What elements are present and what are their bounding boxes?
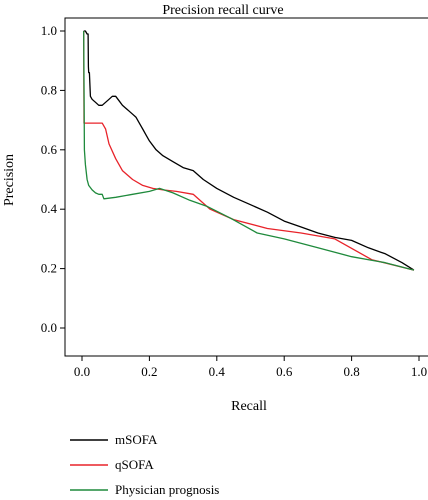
y-tick-label: 0.2 — [41, 261, 57, 276]
x-axis-title: Recall — [231, 399, 267, 414]
x-tick-label: 0.6 — [276, 364, 293, 379]
plot-frame — [64, 17, 428, 357]
y-tick-label: 0.0 — [41, 320, 57, 335]
y-tick-label: 0.6 — [41, 142, 58, 157]
x-tick-label: 0.2 — [141, 364, 157, 379]
y-tick-label: 0.4 — [41, 201, 58, 216]
legend-label: qSOFA — [115, 457, 154, 472]
legend-label: Physician prognosis — [115, 482, 219, 497]
x-tick-label: 0.8 — [343, 364, 359, 379]
legend-label: mSOFA — [115, 432, 158, 447]
series-group — [83, 30, 415, 271]
x-tick-label: 0.0 — [74, 364, 90, 379]
y-tick-label: 1.0 — [41, 23, 57, 38]
legend: mSOFA qSOFA Physician prognosis — [70, 432, 219, 497]
chart-title: Precision recall curve — [162, 3, 283, 18]
x-axis: 0.0 0.2 0.4 0.6 0.8 1.0 — [74, 356, 427, 379]
y-axis: 0.0 0.2 0.4 0.6 0.8 1.0 — [41, 23, 65, 335]
y-axis-title: Precision — [2, 154, 17, 206]
y-tick-label: 0.8 — [41, 82, 57, 97]
x-tick-label: 1.0 — [411, 364, 427, 379]
series-line-physician-prognosis — [83, 30, 415, 271]
x-tick-label: 0.4 — [209, 364, 226, 379]
series-line-qsofa — [83, 30, 415, 271]
series-line-msofa — [83, 30, 415, 271]
